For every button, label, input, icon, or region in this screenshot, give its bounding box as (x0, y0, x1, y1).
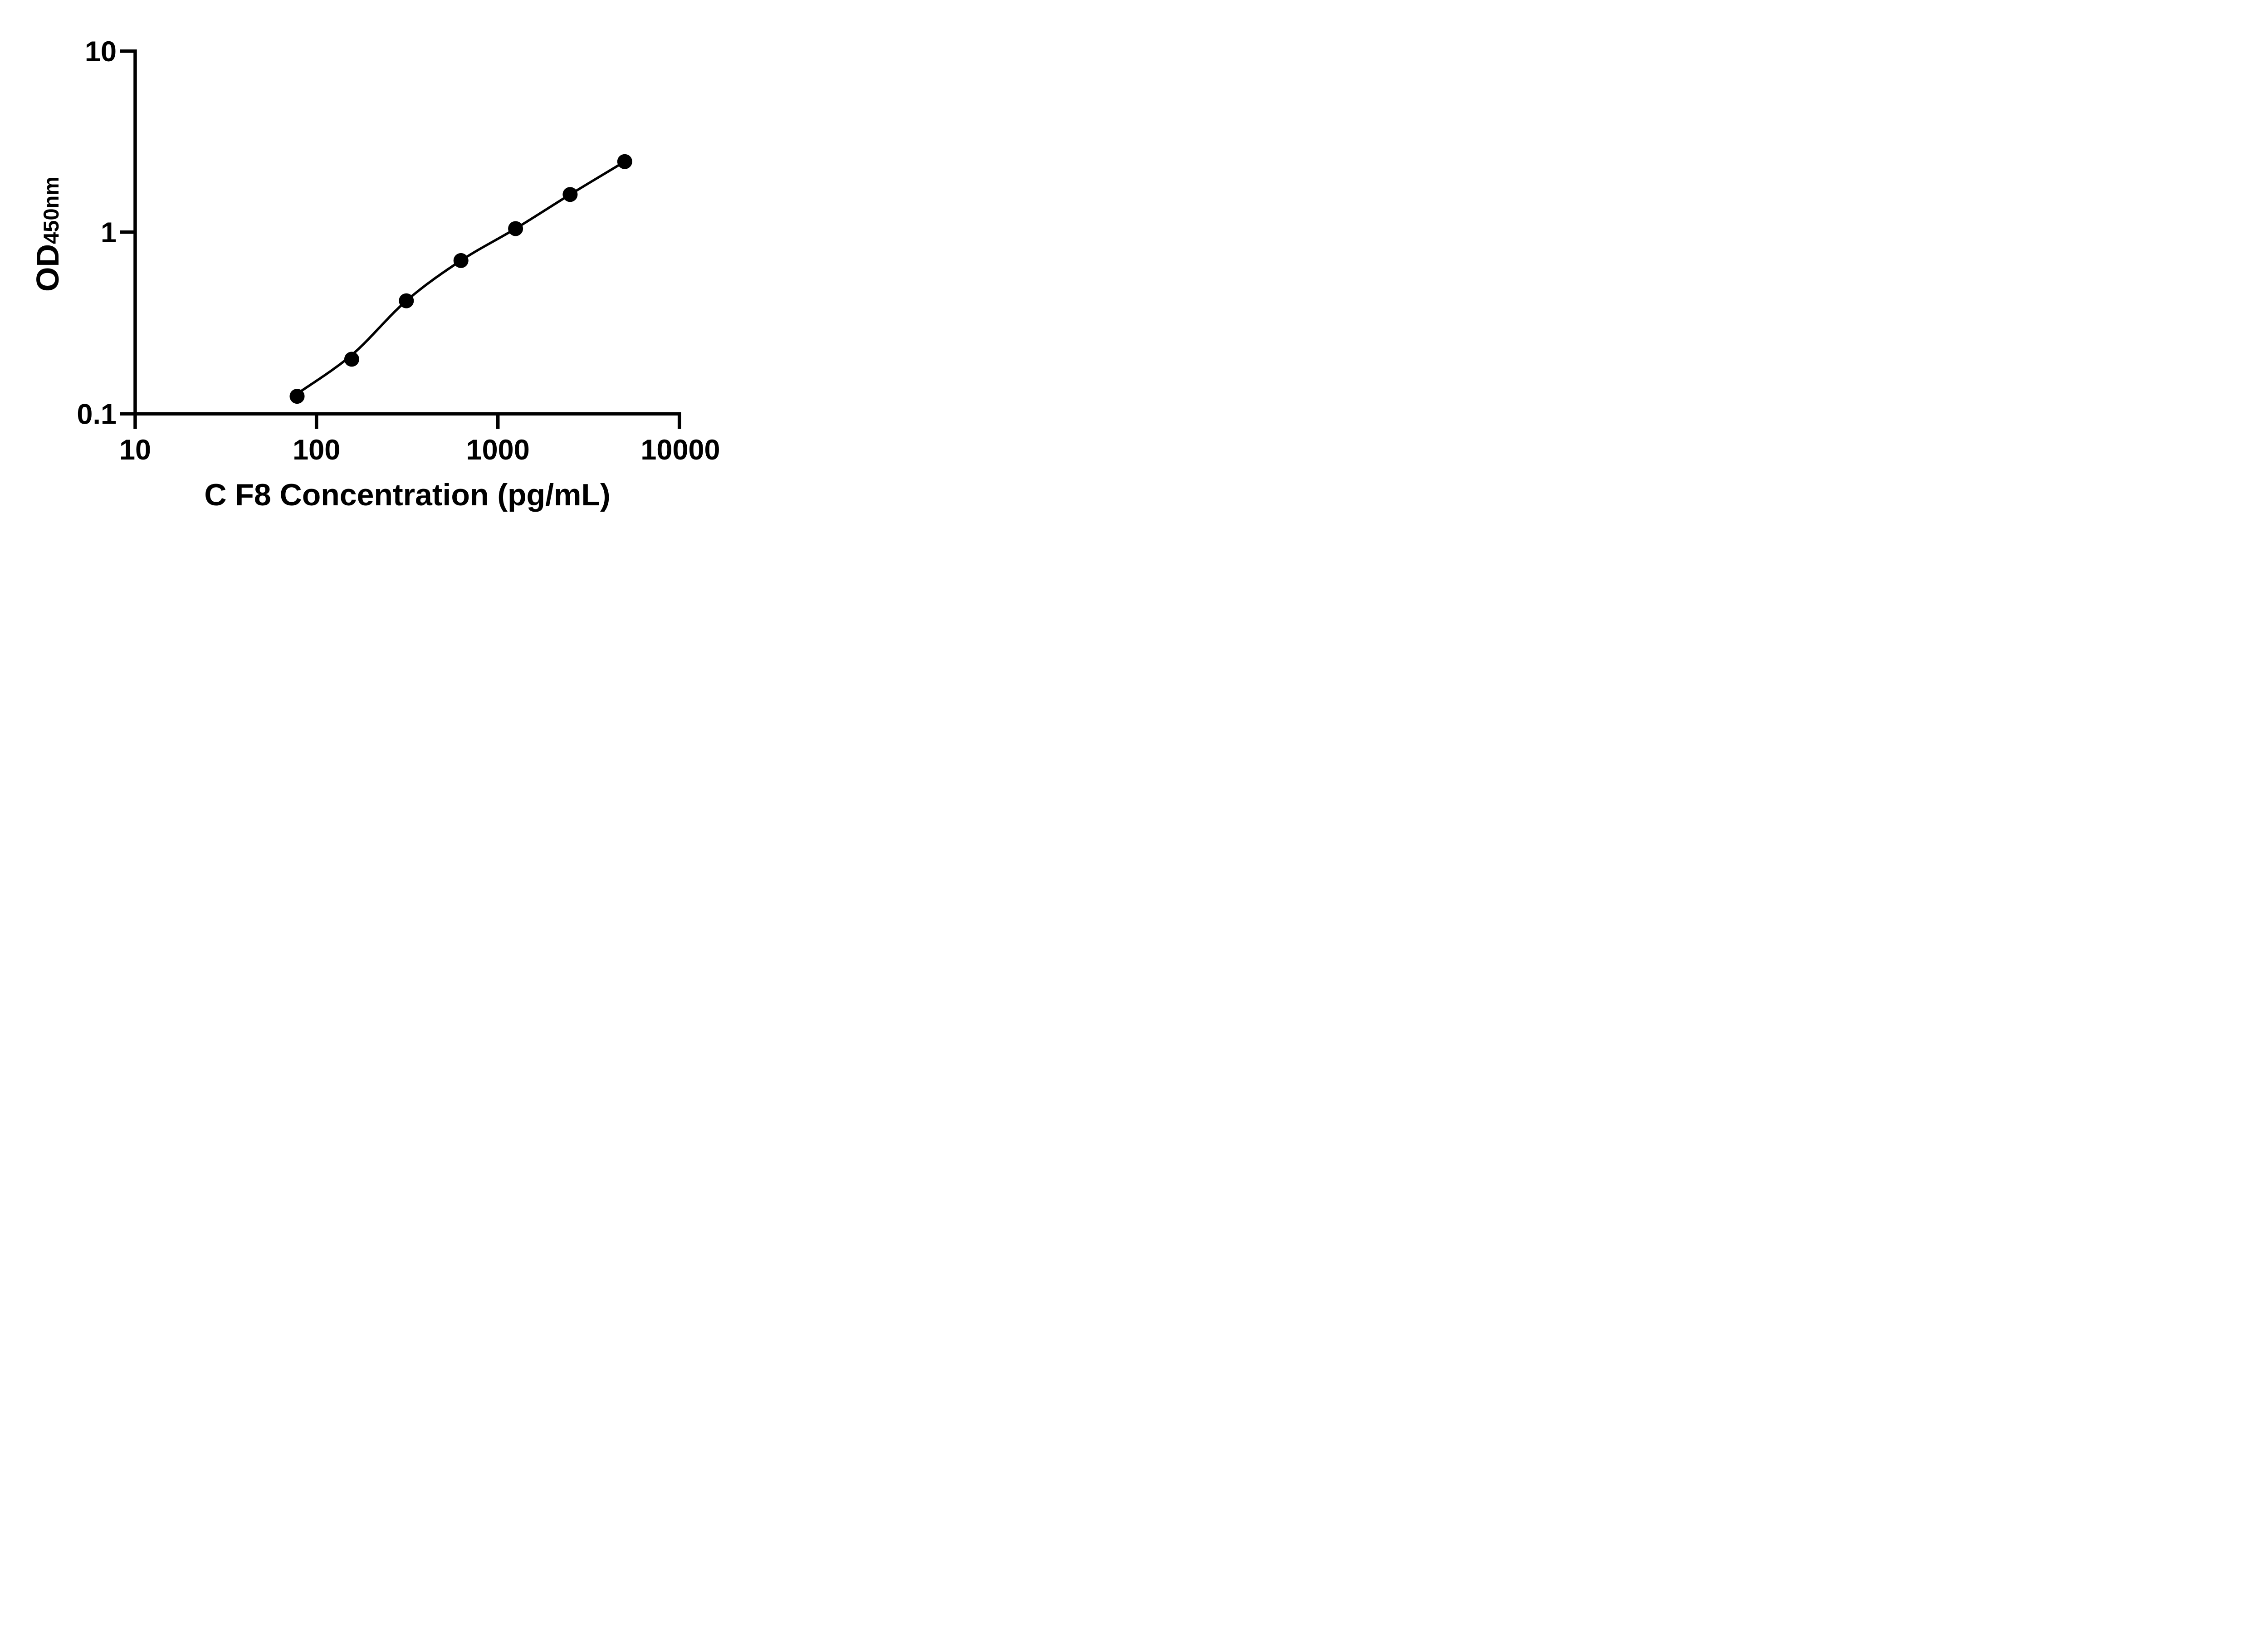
data-point (399, 293, 414, 308)
y-axis-title: OD450nm (30, 176, 65, 292)
y-tick-label-10: 10 (85, 36, 117, 68)
data-points-layer (289, 154, 632, 404)
data-point (289, 389, 305, 404)
x-tick-label-10000: 10000 (640, 434, 720, 466)
figure-page: 10 1 0.1 10 100 1000 10000 C F8 Concentr… (0, 0, 763, 544)
standard-curve-figure: 10 1 0.1 10 100 1000 10000 C F8 Concentr… (30, 36, 720, 512)
x-tick-label-1000: 1000 (466, 434, 530, 466)
data-point (508, 221, 523, 236)
x-axis-title: C F8 Concentration (pg/mL) (204, 478, 610, 512)
axis-frame (120, 49, 681, 429)
y-axis-title-main: OD (30, 244, 65, 292)
y-tick-label-1: 1 (101, 217, 117, 249)
data-point (344, 352, 359, 367)
data-point (562, 187, 578, 202)
data-point (617, 154, 632, 169)
x-tick-label-10: 10 (119, 434, 151, 466)
y-axis-title-sub: 450nm (39, 176, 63, 244)
y-tick-label-0.1: 0.1 (77, 398, 117, 430)
x-tick-label-100: 100 (293, 434, 340, 466)
data-point (453, 253, 469, 268)
